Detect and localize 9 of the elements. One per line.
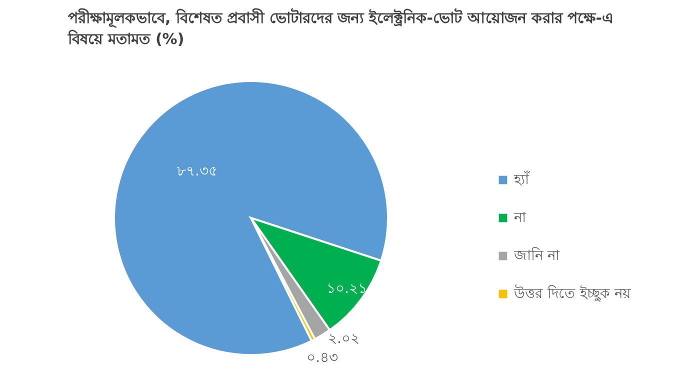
data-label: ১০.২১ — [326, 280, 367, 297]
legend-label: হ্যাঁ — [513, 171, 530, 188]
data-label: ৮৭.৩৫ — [176, 163, 218, 180]
legend-label: জানি না — [513, 247, 560, 264]
data-label: ২.০২ — [328, 330, 360, 347]
legend-label: না — [513, 210, 527, 226]
chart-title: পরীক্ষামূলকভাবে, বিশেষত প্রবাসী ভোটারদের জন্য ইলেক্ট্রনিক-ভোট আয়োজন করার পক্ষে-এ বিষয়ে মতামত (%) — [67, 8, 613, 48]
legend-label: উত্তর দিতে ইচ্ছুক নয় — [513, 285, 632, 302]
data-label: ০.৪৩ — [306, 350, 338, 366]
